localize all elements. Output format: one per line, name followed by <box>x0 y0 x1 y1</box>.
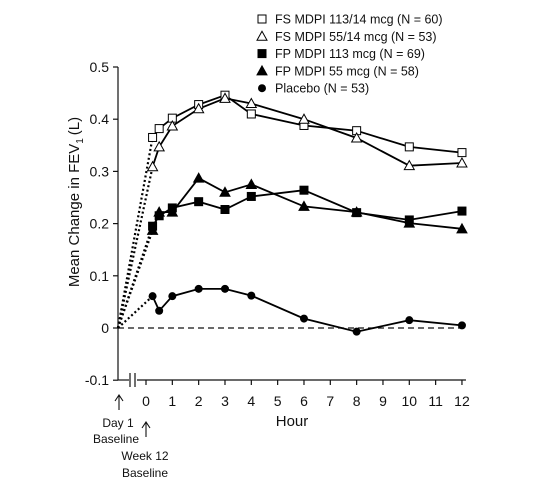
x-tick-label: 7 <box>326 393 334 409</box>
legend-marker <box>256 64 268 76</box>
data-point-marker <box>456 157 468 168</box>
series-line <box>151 97 463 167</box>
baseline-connector-line <box>116 137 154 329</box>
data-point-marker <box>246 191 256 201</box>
series-line <box>151 287 463 333</box>
data-point-marker <box>146 160 159 172</box>
data-point-marker <box>457 321 466 330</box>
data-point-marker <box>166 206 179 217</box>
day1-baseline-annotation: Day 1 Baseline <box>93 394 139 446</box>
data-point-marker <box>192 102 205 114</box>
baseline-connector-line <box>116 230 154 329</box>
y-axis-title: Mean Change in FEV1 (L) <box>66 117 86 287</box>
legend-label: FP MDPI 55 mcg (N = 58) <box>275 64 419 78</box>
legend-label: Placebo (N = 53) <box>275 82 369 96</box>
data-point-marker <box>219 92 231 103</box>
data-point-marker <box>298 200 310 211</box>
data-point-marker <box>299 185 309 195</box>
data-point-marker <box>247 291 256 300</box>
y-tick-label: 0.4 <box>90 111 110 127</box>
baseline-connector-line <box>116 166 154 329</box>
y-tick-label: 0 <box>101 320 109 336</box>
y-axis-title-main: Mean Change in FEV <box>66 144 83 287</box>
x-tick-label: 8 <box>353 393 361 409</box>
data-point-marker <box>403 217 416 228</box>
data-point-marker <box>194 284 203 293</box>
data-point-marker <box>220 284 229 293</box>
data-point-marker <box>456 222 468 234</box>
y-axis-title-subscript: 1 <box>75 138 86 144</box>
data-point-marker <box>148 132 158 142</box>
x-tick-label: 10 <box>402 393 418 409</box>
day1-label: Day 1 <box>102 416 134 430</box>
data-point-marker <box>194 197 204 207</box>
x-tick-label: 12 <box>454 393 470 409</box>
data-point-marker <box>457 206 467 216</box>
legend-marker <box>258 84 266 93</box>
x-tick-label: 9 <box>379 393 387 409</box>
series-line <box>151 177 463 231</box>
data-point-marker <box>403 159 416 171</box>
legend-label: FS MDPI 113/14 mcg (N = 60) <box>275 13 443 27</box>
data-point-marker <box>220 205 230 215</box>
x-tick-label: 6 <box>300 393 308 409</box>
data-point-marker <box>219 186 231 197</box>
y-tick-label: 0.5 <box>90 59 110 75</box>
legend-label: FS MDPI 55/14 mcg (N = 53) <box>275 30 437 44</box>
y-tick-label: 0.3 <box>90 163 110 179</box>
data-point-marker <box>350 206 363 217</box>
data-point-marker <box>166 119 179 131</box>
y-tick-label: 0.2 <box>90 216 110 232</box>
legend-marker <box>257 14 267 24</box>
x-tick-label: 3 <box>221 393 229 409</box>
series-lines <box>116 94 463 333</box>
week12-arrow-icon <box>141 421 151 437</box>
data-point-marker <box>404 142 414 152</box>
data-point-marker <box>148 292 157 301</box>
x-tick-label: 4 <box>247 393 255 409</box>
x-tick-label: 1 <box>168 393 176 409</box>
day1-arrow-icon <box>114 394 124 410</box>
data-point-marker <box>352 327 361 336</box>
legend-label: FP MDPI 113 mcg (N = 69) <box>275 47 425 61</box>
series-line <box>151 94 463 154</box>
data-point-marker <box>245 97 258 109</box>
day1-baseline-label: Baseline <box>93 432 139 446</box>
x-tick-label: 2 <box>195 393 203 409</box>
data-point-marker <box>246 109 256 119</box>
x-tick-label: 5 <box>274 393 282 409</box>
x-tick-label: 11 <box>428 393 443 409</box>
legend-marker <box>256 30 268 41</box>
x-tick-label: 0 <box>142 393 150 409</box>
data-point-marker <box>155 306 164 315</box>
data-point-marker <box>154 124 164 134</box>
week12-baseline-label: Baseline <box>122 466 168 480</box>
y-axis-title-unit: (L) <box>66 117 83 135</box>
data-point-marker <box>350 131 363 143</box>
data-point-marker <box>299 314 308 323</box>
y-tick-label: 0.1 <box>90 268 110 284</box>
data-point-marker <box>245 178 258 189</box>
baseline-connector-line <box>117 295 154 329</box>
data-point-marker <box>153 206 166 217</box>
data-point-marker <box>405 316 414 325</box>
x-axis-title: Hour <box>276 413 309 430</box>
series-markers <box>146 90 468 336</box>
legend: FS MDPI 113/14 mcg (N = 60) FS MDPI 55/14… <box>256 13 443 96</box>
y-tick-label: -0.1 <box>85 372 109 388</box>
data-point-marker <box>153 140 166 152</box>
data-point-marker <box>457 148 467 158</box>
data-point-marker <box>192 172 205 183</box>
legend-marker <box>257 49 267 59</box>
data-point-marker <box>298 113 310 124</box>
axes: -0.100.10.20.30.40.50 1 2 3 4 5 6 7 8 9 10 11 12 <box>85 59 470 409</box>
data-point-marker <box>146 224 159 235</box>
week12-baseline-annotation: Week 12 Baseline <box>121 421 169 480</box>
data-point-marker <box>168 292 177 301</box>
week12-label: Week 12 <box>121 449 168 463</box>
